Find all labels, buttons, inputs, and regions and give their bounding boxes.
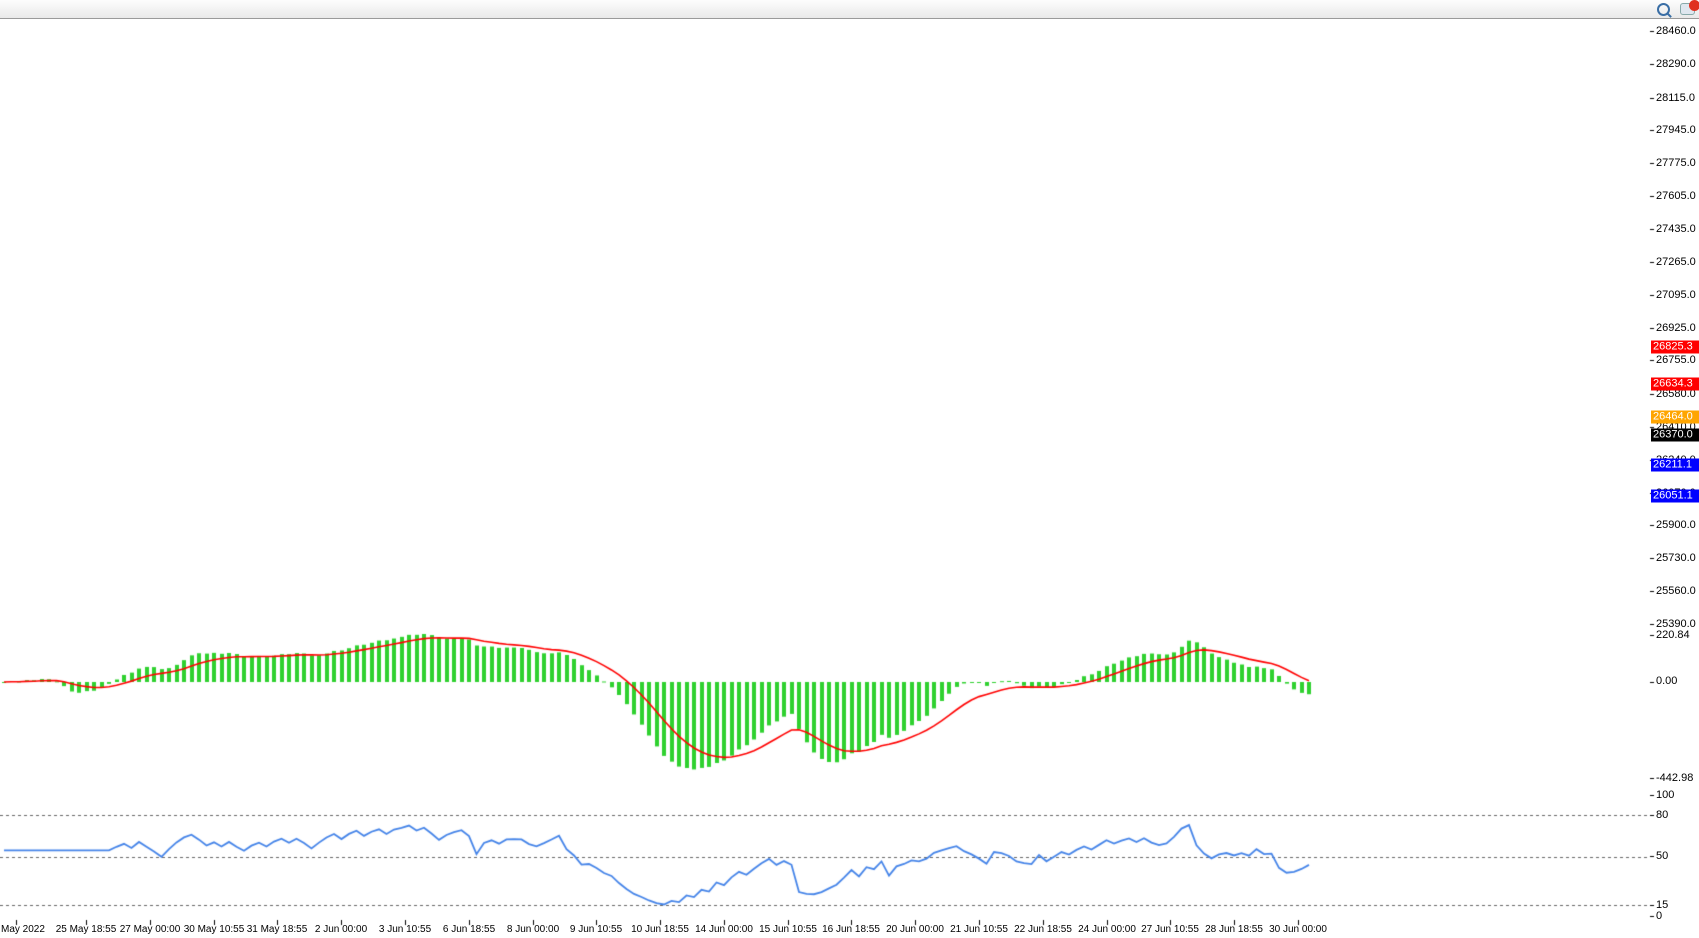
time-axis-label: 30 May 10:55 — [183, 924, 245, 935]
price-axis-label: 27775.0 — [1656, 157, 1696, 170]
time-axis-label: 3 Jun 10:55 — [378, 924, 432, 935]
time-axis-label: 10 Jun 18:55 — [631, 924, 689, 935]
price-axis-label: 27605.0 — [1656, 190, 1696, 203]
price-axis-label: 26925.0 — [1656, 321, 1696, 334]
toolbar — [0, 0, 1699, 19]
price-axis-label: 28290.0 — [1656, 57, 1696, 70]
time-axis-label: 27 May 00:00 — [119, 924, 181, 935]
price-axis-label: 28115.0 — [1656, 91, 1695, 104]
macd-axis-label: -442.98 — [1656, 772, 1694, 784]
chat-icon[interactable] — [1680, 0, 1699, 15]
time-axis-label: 27 Jun 10:55 — [1141, 924, 1199, 935]
macd-axis-label: 0.00 — [1656, 675, 1678, 687]
notification-badge — [1689, 0, 1699, 11]
time-axis-label: 21 Jun 10:55 — [950, 924, 1008, 935]
time-axis-label: 30 Jun 00:00 — [1269, 924, 1327, 935]
time-axis-label: 22 Jun 18:55 — [1014, 924, 1072, 935]
time-axis-label: 24 Jun 00:00 — [1078, 924, 1136, 935]
rsi-axis-label: 0 — [1656, 910, 1663, 922]
time-axis-label: 8 Jun 00:00 — [506, 924, 560, 935]
price-line-badge: 26825.3 — [1651, 340, 1699, 354]
search-icon[interactable] — [1657, 2, 1670, 16]
price-axis-label: 25900.0 — [1656, 519, 1696, 532]
price-axis-label: 25730.0 — [1656, 552, 1696, 565]
price-axis-label: 27945.0 — [1656, 124, 1696, 137]
toolbar-right — [1657, 0, 1699, 17]
price-axis-label: 27095.0 — [1656, 288, 1696, 301]
price-axis-label: 27435.0 — [1656, 222, 1696, 235]
time-axis-label: 6 Jun 18:55 — [442, 924, 496, 935]
price-axis-label: 28460.0 — [1656, 25, 1696, 37]
time-axis-label: 14 Jun 00:00 — [695, 924, 753, 935]
chart-title — [3, 23, 5, 35]
price-axis-label: 26755.0 — [1656, 354, 1696, 367]
price-axis-label: 26580.0 — [1656, 388, 1696, 401]
time-axis-label: 31 May 18:55 — [246, 924, 308, 935]
price-line-badge: 26211.1 — [1651, 458, 1699, 472]
time-axis-label: 2 Jun 00:00 — [314, 924, 368, 935]
price-line-badge: 26051.1 — [1651, 489, 1699, 503]
rsi-axis-label: 100 — [1656, 789, 1675, 801]
time-axis-label: 28 Jun 18:55 — [1205, 924, 1263, 935]
price-line-badge: 26634.3 — [1651, 377, 1699, 391]
price-axis-label: 25390.0 — [1656, 618, 1696, 630]
time-axis-label: 9 Jun 10:55 — [569, 924, 623, 935]
current-price-badge: 26370.0 — [1651, 428, 1699, 442]
price-axis-label: 25560.0 — [1656, 585, 1696, 598]
time-axis-label: 20 Jun 00:00 — [886, 924, 944, 935]
rsi-axis-label: 80 — [1656, 809, 1669, 821]
time-axis-label: 16 Jun 18:55 — [822, 924, 880, 935]
time-axis-label: 24 May 2022 — [0, 924, 45, 935]
time-axis-label: 25 May 18:55 — [55, 924, 117, 935]
price-axis-label: 27265.0 — [1656, 255, 1696, 268]
macd-axis-label: 220.84 — [1656, 629, 1690, 641]
price-line-badge: 26464.0 — [1651, 410, 1699, 424]
rsi-axis-label: 15 — [1656, 899, 1669, 911]
time-axis-label: 15 Jun 10:55 — [759, 924, 817, 935]
rsi-axis-label: 50 — [1656, 850, 1669, 862]
